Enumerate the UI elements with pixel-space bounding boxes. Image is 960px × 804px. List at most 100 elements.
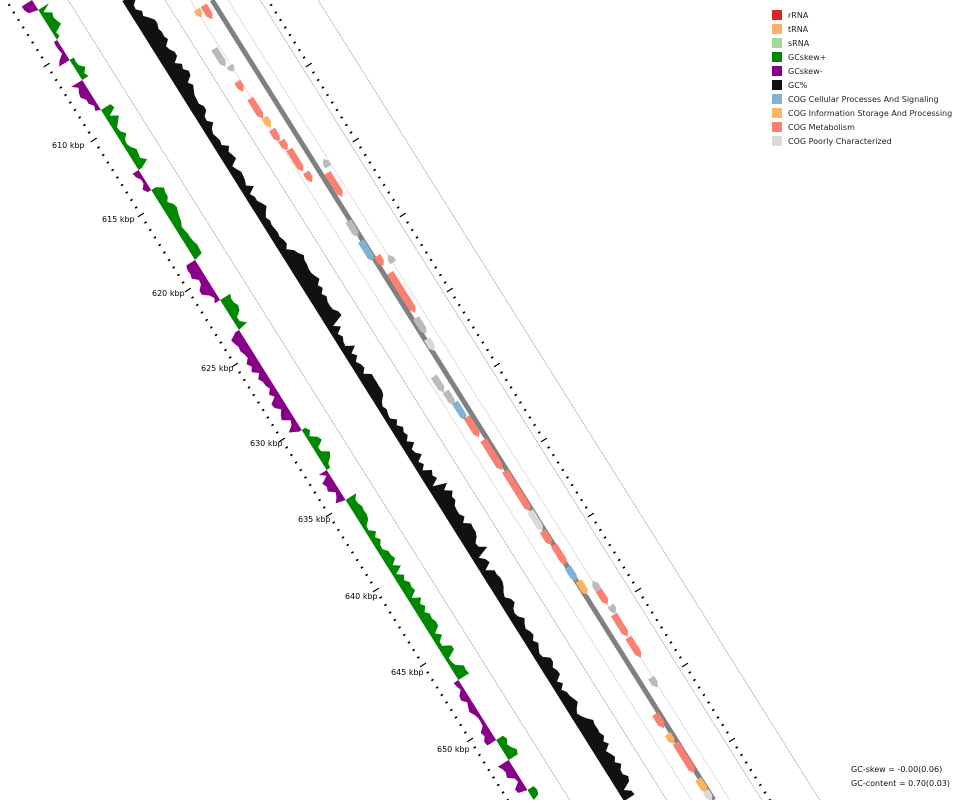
feature-arrow [607,603,617,614]
inner-minor-tick [35,48,39,52]
outer-minor-tick [453,296,457,299]
outer-minor-tick [283,26,287,29]
outer-minor-tick [321,86,325,89]
gc-skew-plus-segment [301,427,331,470]
outer-minor-tick [330,101,334,104]
feature-arrow [387,254,397,265]
inner-minor-tick [261,408,265,412]
outer-minor-tick [434,266,438,269]
inner-minor-tick [153,236,157,239]
legend-label: COG Information Storage And Processing [788,108,953,118]
inner-minor-tick [303,476,307,479]
legend-swatch [772,66,782,76]
inner-minor-tick [318,498,322,502]
outer-minor-tick [749,768,753,772]
inner-minor-tick [454,716,458,719]
feature-arrow [200,3,213,20]
feature-arrow [625,635,642,658]
feature-arrow [652,712,665,729]
inner-minor-tick [463,731,467,734]
inner-minor-tick [360,566,364,569]
outer-major-tick [446,287,454,293]
inner-minor-tick [275,431,279,434]
feature-arrow [539,529,552,546]
inner-minor-tick [426,671,430,674]
inner-minor-tick [402,633,406,637]
inner-minor-tick [148,228,152,232]
inner-minor-tick [181,281,185,284]
inner-minor-tick [54,78,58,82]
inner-minor-tick [487,768,491,772]
legend-swatch [772,10,782,20]
outer-minor-tick [608,543,612,547]
outer-minor-tick [396,206,400,209]
inner-minor-tick [308,483,312,487]
outer-minor-tick [622,566,626,569]
gc-skew-minus-segment [53,40,70,67]
inner-minor-tick [430,678,434,682]
outer-minor-tick [485,348,490,352]
feature-arrow [413,316,427,334]
inner-minor-tick [383,603,387,607]
inner-minor-tick [129,198,133,202]
inner-minor-tick [416,656,420,659]
inner-minor-tick [205,318,209,322]
outer-minor-tick [556,461,560,464]
inner-minor-tick [214,333,218,337]
outer-minor-tick [721,723,725,727]
outer-minor-tick [641,596,645,599]
gc-content-stat: GC-content = 0.70(0.03) [851,779,950,788]
feature-arrow [303,170,313,183]
inner-minor-tick [388,611,392,614]
outer-minor-tick [664,633,668,637]
inner-minor-tick [172,266,176,269]
legend-swatch [772,108,782,118]
feature-arrow [575,579,588,595]
tick-labels: 610 kbp 615 kbp 620 kbp 625 kbp 630 kbp 635 k… [52,141,470,754]
feature-arrow [592,580,602,593]
legend-item: COG Poorly Characterized [772,134,952,148]
legend-swatch [772,38,782,48]
outer-minor-tick [598,528,602,532]
outer-minor-tick [443,281,447,284]
inner-minor-tick [200,311,204,314]
feature-arrow [595,588,608,605]
outer-minor-tick [377,176,381,179]
inner-minor-tick [125,191,129,194]
legend-label: rRNA [788,10,809,20]
outer-minor-tick [467,318,471,322]
feature-arrow [463,415,480,438]
feature-arrow [424,337,435,351]
outer-minor-tick [391,198,395,202]
gc-skew-plus-segment [69,57,89,80]
gc-skew-plus-segment [151,187,202,260]
inner-minor-tick [313,491,317,494]
inner-minor-tick [26,33,30,37]
tick-label: 635 kbp [298,515,331,524]
outer-minor-tick [711,708,715,712]
feature-arrow [430,374,445,393]
inner-minor-tick [78,116,82,119]
outer-minor-tick [744,761,748,764]
outer-minor-tick [429,258,433,262]
outer-minor-tick [406,221,410,224]
outer-minor-tick [758,783,762,787]
inner-minor-tick [492,776,496,779]
outer-minor-tick [551,453,555,457]
feature-arrow [357,239,374,262]
outer-minor-tick [269,3,273,7]
legend-item: GC% [772,78,952,92]
outer-minor-tick [476,333,480,337]
inner-minor-tick [350,551,354,554]
inner-minor-tick [459,723,463,727]
inner-minor-tick [449,708,453,712]
inner-minor-tick [82,123,86,127]
legend-label: GCskew- [788,66,823,76]
inner-minor-tick [68,101,72,104]
gc-skew-plus-segment [345,493,431,620]
tick-label: 650 kbp [437,745,470,754]
outer-minor-tick [302,56,306,59]
outer-minor-tick [481,341,485,344]
gc-skew-minus-segment [132,170,152,193]
legend-label: COG Metabolism [788,122,855,132]
